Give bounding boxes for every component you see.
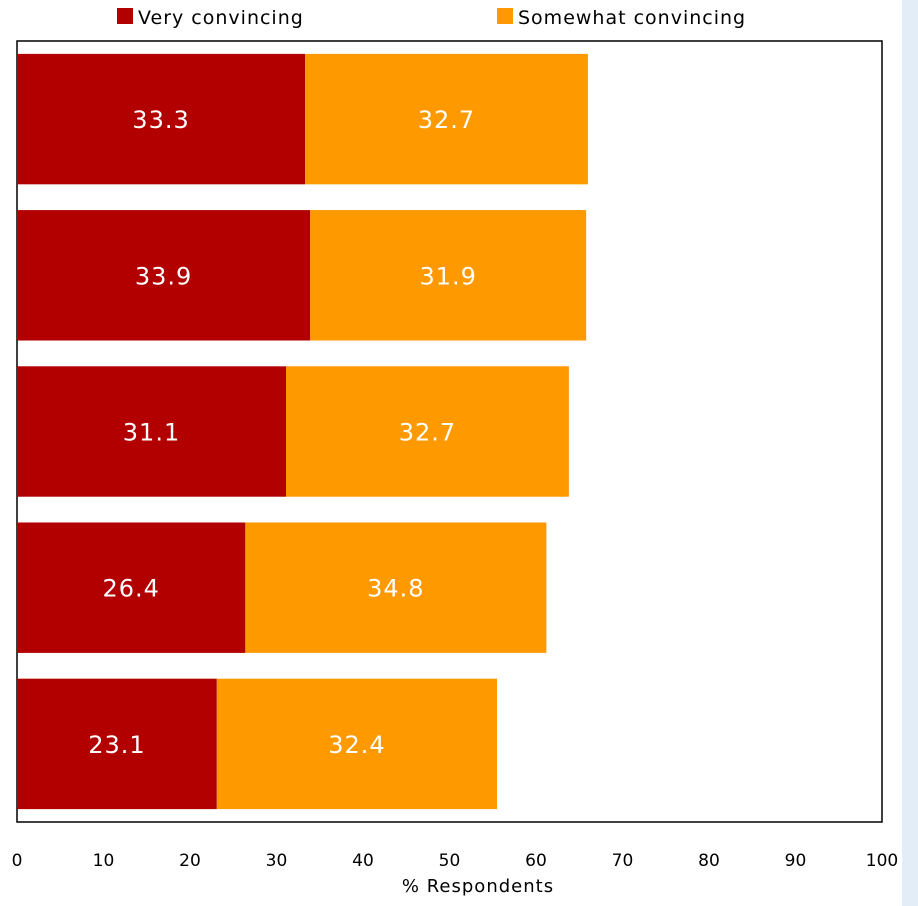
x-tick-label: 10 [93,851,115,871]
bar-segment [286,366,569,497]
bar-segment [17,53,306,185]
x-tick-label: 20 [179,851,201,871]
data-label: 33.9 [135,262,192,290]
right-panel-edge [902,0,918,906]
data-label: 26.4 [102,575,159,603]
bar-segment [305,53,588,185]
data-label: 32.7 [418,106,475,134]
x-tick-label: 30 [266,851,288,871]
bar-segment [17,678,217,810]
x-tick-label: 80 [698,851,720,871]
data-label: 34.8 [367,575,424,603]
x-tick-label: 70 [612,851,634,871]
x-axis-ticks: 0 10 20 30 40 50 60 70 80 90 100 [12,851,899,871]
bar-segment [17,522,246,653]
bar-segment [17,210,311,341]
x-tick-label: 50 [439,851,461,871]
data-label: 31.9 [419,262,476,290]
data-label: 32.7 [399,419,456,447]
data-label: 32.4 [328,731,385,759]
x-tick-label: 100 [866,851,898,871]
legend-swatch [497,8,513,24]
data-label: 31.1 [123,419,180,447]
data-label: 33.3 [132,106,189,134]
data-label: 23.1 [88,731,145,759]
bar-segment [17,366,287,497]
bars-group: 33.3 32.7 33.9 31.9 31.1 32.7 26.4 34.8 23.1 32.4 [17,53,588,810]
bar-segment [216,678,498,810]
legend-label: Very convincing [138,7,304,29]
x-axis-title: % Respondents [402,876,554,897]
x-tick-label: 40 [352,851,374,871]
x-tick-label: 60 [525,851,547,871]
x-tick-label: 0 [12,851,23,871]
x-tick-label: 90 [785,851,807,871]
bar-segment [245,522,547,653]
legend-label: Somewhat convincing [518,7,746,29]
bar-segment [310,210,587,341]
legend: Very convincing Somewhat convincing [117,7,746,29]
legend-swatch [117,8,133,24]
